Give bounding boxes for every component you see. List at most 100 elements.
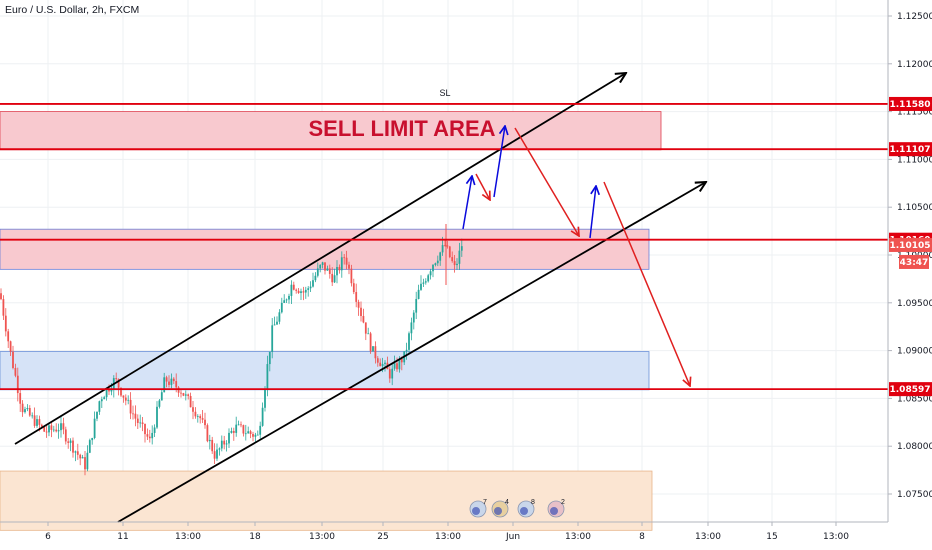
candle xyxy=(211,436,214,454)
candle xyxy=(201,409,204,423)
x-tick-label: 8 xyxy=(639,532,645,542)
candle xyxy=(393,355,396,371)
blue-up-arrow-1 xyxy=(462,176,472,230)
level-badge xyxy=(889,142,932,157)
candle xyxy=(60,415,62,438)
y-tick-label: 1.08000 xyxy=(897,442,932,452)
candle xyxy=(48,422,50,437)
candle xyxy=(194,407,197,419)
event-icon[interactable]: 7 xyxy=(469,499,487,518)
candle xyxy=(249,429,252,439)
candle xyxy=(139,414,142,428)
sl-label: SL xyxy=(439,88,450,98)
x-tick-label: 13:00 xyxy=(435,532,461,542)
x-tick-label: 18 xyxy=(249,532,261,542)
candle xyxy=(223,435,226,450)
candle xyxy=(369,331,372,354)
candle xyxy=(384,360,386,372)
event-count: 2 xyxy=(561,499,565,506)
candle xyxy=(446,240,449,249)
candle xyxy=(374,341,377,364)
candle xyxy=(312,272,314,288)
demand-zone xyxy=(0,470,653,531)
candle xyxy=(434,262,437,267)
price-axis[interactable]: 1.125001.120001.115001.110001.105001.100… xyxy=(888,12,932,500)
candle xyxy=(2,295,5,321)
candle xyxy=(391,363,394,386)
candle xyxy=(86,445,89,472)
event-icon[interactable]: 8 xyxy=(517,499,535,518)
x-tick-label: Jun xyxy=(505,532,520,542)
candle xyxy=(122,395,125,403)
candle xyxy=(129,392,132,420)
candle xyxy=(340,251,343,278)
red-down-arrow-1 xyxy=(475,173,490,200)
candle xyxy=(415,291,418,320)
candle xyxy=(153,424,156,437)
zones xyxy=(0,111,662,531)
time-axis[interactable]: 6 11 13:00 18 13:00 25 13:00 Jun 13:00 8 13:00 15 13… xyxy=(45,522,849,542)
candle xyxy=(350,264,353,287)
candle xyxy=(67,438,70,449)
candle xyxy=(295,288,298,294)
candle xyxy=(182,392,185,397)
candle xyxy=(458,242,461,271)
candle xyxy=(372,346,374,352)
candle xyxy=(410,317,413,341)
candle xyxy=(388,366,391,383)
candle xyxy=(345,250,348,270)
candle xyxy=(316,262,319,278)
candle xyxy=(331,267,334,286)
candle xyxy=(427,273,430,283)
candle xyxy=(19,389,22,412)
event-icon[interactable]: 4 xyxy=(491,499,509,518)
candle xyxy=(444,239,446,247)
candle xyxy=(273,316,276,326)
level-lines xyxy=(0,103,888,391)
candle xyxy=(9,340,12,356)
candle xyxy=(146,428,149,441)
y-tick-label: 1.11500 xyxy=(897,108,932,118)
level-badge xyxy=(889,96,932,111)
y-tick-label: 1.08500 xyxy=(897,394,932,404)
candle xyxy=(4,308,7,337)
candle xyxy=(69,438,72,452)
y-tick-label: 1.10500 xyxy=(897,203,932,213)
candle xyxy=(240,421,242,428)
candle xyxy=(244,424,247,441)
candle xyxy=(151,425,154,445)
candle xyxy=(448,245,451,259)
candle xyxy=(309,281,312,292)
candle xyxy=(220,435,223,452)
candle xyxy=(180,389,182,398)
candle xyxy=(218,447,221,456)
candle xyxy=(141,417,144,432)
countdown-label: 43:47 xyxy=(900,258,929,268)
candle xyxy=(52,425,55,433)
candle xyxy=(213,443,216,464)
level-badge-label: 1.11580 xyxy=(890,100,931,110)
candle xyxy=(436,255,439,267)
candle xyxy=(100,396,103,409)
candle xyxy=(136,414,139,429)
symbol-title: Euro / U.S. Dollar, 2h, FXCM xyxy=(5,4,139,16)
candle xyxy=(256,430,259,436)
y-tick-label: 1.09500 xyxy=(897,299,932,309)
candle xyxy=(12,345,14,370)
candle xyxy=(127,395,130,405)
candle xyxy=(338,264,341,274)
candle xyxy=(360,301,362,322)
candle xyxy=(28,405,31,417)
level-badge-label: 1.08597 xyxy=(890,385,931,395)
x-tick-label: 11 xyxy=(117,532,128,542)
candle xyxy=(115,372,118,382)
candle xyxy=(14,363,17,378)
candle xyxy=(189,392,192,408)
event-icon[interactable]: 2 xyxy=(547,499,565,518)
candle xyxy=(204,412,206,429)
candle xyxy=(144,423,146,443)
candle xyxy=(252,431,254,442)
candle xyxy=(408,331,410,353)
candle xyxy=(16,367,19,402)
